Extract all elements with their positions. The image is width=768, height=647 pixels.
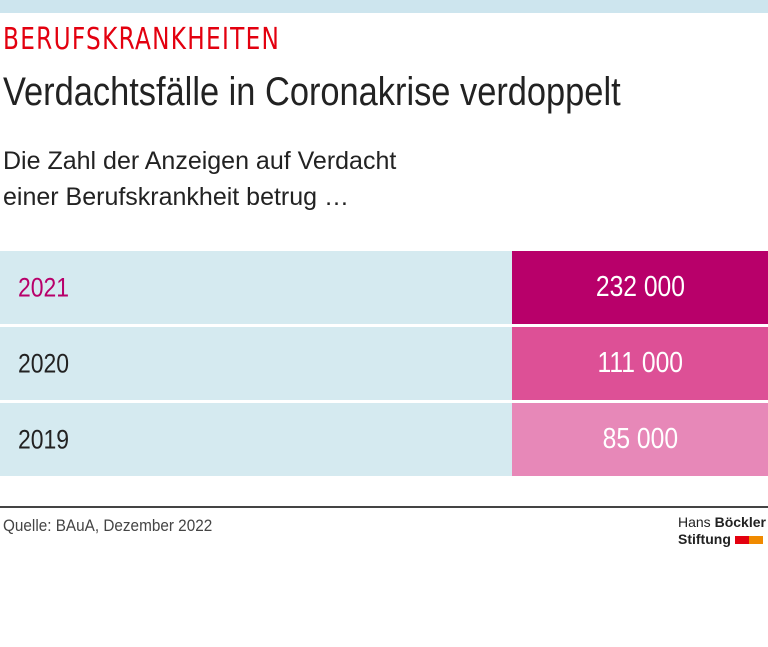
- year-label: 2019: [18, 424, 70, 454]
- value-label: 85 000: [602, 423, 678, 455]
- logo-text-boeckler: Böckler: [714, 514, 766, 530]
- kicker: BERUFSKRANKHEITEN: [3, 22, 281, 57]
- chart-title: Verdachtsfälle in Coronakrise verdoppelt: [3, 70, 621, 114]
- value-label: 111 000: [597, 347, 683, 379]
- year-cell: 2021: [0, 251, 512, 324]
- subtitle-line-1: Die Zahl der Anzeigen auf Verdacht: [3, 147, 397, 175]
- table-row: 2020 111 000: [0, 327, 768, 400]
- value-cell: 85 000: [512, 403, 768, 476]
- hbs-logo: Hans Böckler Stiftung: [678, 514, 766, 548]
- year-label: 2020: [18, 348, 70, 378]
- top-bar: [0, 0, 768, 13]
- year-label: 2021: [18, 272, 70, 302]
- table-row: 2021 232 000: [0, 251, 768, 324]
- logo-text-hans: Hans: [678, 514, 711, 530]
- source-note: Quelle: BAuA, Dezember 2022: [3, 516, 213, 535]
- value-cell: 111 000: [512, 327, 768, 400]
- logo-text-stiftung: Stiftung: [678, 531, 731, 547]
- value-label: 232 000: [595, 271, 685, 303]
- value-cell: 232 000: [512, 251, 768, 324]
- logo-orange-block: [748, 536, 763, 545]
- chart-subtitle: Die Zahl der Anzeigen auf Verdacht einer…: [3, 143, 396, 215]
- logo-red-block: [734, 536, 749, 545]
- year-cell: 2020: [0, 327, 512, 400]
- subtitle-line-2: einer Berufskrankheit betrug …: [3, 183, 350, 211]
- year-cell: 2019: [0, 403, 512, 476]
- divider: [0, 506, 768, 508]
- table-row: 2019 85 000: [0, 403, 768, 476]
